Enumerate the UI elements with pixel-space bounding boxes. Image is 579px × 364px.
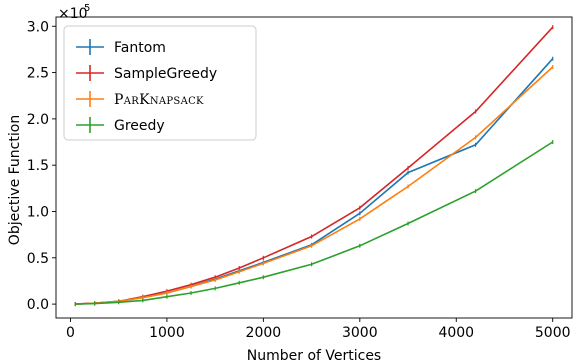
x-tick-label: 0 <box>66 325 75 341</box>
y-tick-label: 3.0 <box>27 19 49 35</box>
legend-label-greedy: Greedy <box>114 118 165 134</box>
y-axis-label: Objective Function <box>7 115 23 245</box>
series-layer <box>74 25 554 307</box>
y-tick-label: 0.0 <box>27 297 49 313</box>
x-tick-label: 4000 <box>438 325 474 341</box>
series-line-greedy <box>75 141 554 305</box>
y-tick-label: 0.5 <box>27 251 49 267</box>
series-line-parknapsack <box>75 66 554 305</box>
y-tick-label: 2.0 <box>27 112 49 128</box>
y-scale-multiplier: ×10 5 <box>58 3 90 22</box>
legend-label-parknapsack: ParKnapsack <box>114 92 204 108</box>
legend-box <box>63 25 257 141</box>
x-tick-label: 3000 <box>342 325 378 341</box>
x-axis: 0 1000 2000 3000 4000 5000 <box>66 318 571 341</box>
x-tick-label: 2000 <box>246 325 282 341</box>
x-tick-label: 1000 <box>149 325 185 341</box>
plot-area <box>55 16 573 319</box>
legend-label-samplegreedy: SampleGreedy <box>114 66 217 82</box>
y-axis: 0.0 0.5 1.0 1.5 2.0 2.5 3.0 <box>27 19 56 313</box>
y-tick-label: 1.5 <box>27 158 49 174</box>
legend-label-fantom: Fantom <box>114 40 166 56</box>
svg-text:5: 5 <box>84 3 90 14</box>
x-axis-label: Number of Vertices <box>247 348 381 364</box>
plot-frame <box>55 16 573 319</box>
svg-text:×10: ×10 <box>58 6 88 22</box>
y-tick-label: 2.5 <box>27 66 49 82</box>
legend: Fantom SampleGreedy ParKnapsack Greedy <box>63 25 257 141</box>
y-tick-label: 1.0 <box>27 204 49 220</box>
x-tick-label: 5000 <box>535 325 571 341</box>
